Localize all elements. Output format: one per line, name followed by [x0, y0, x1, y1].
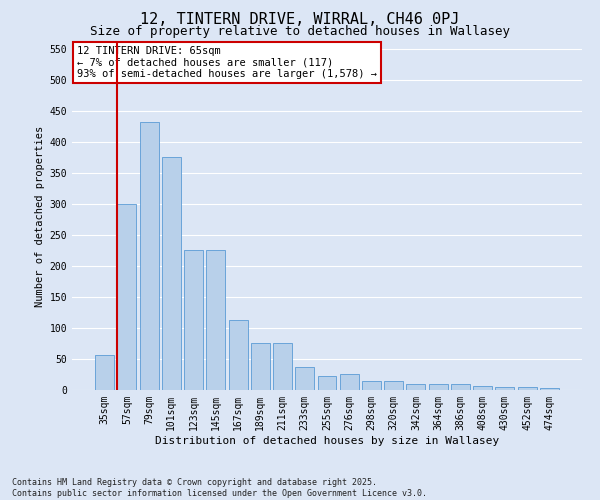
Text: 12 TINTERN DRIVE: 65sqm
← 7% of detached houses are smaller (117)
93% of semi-de: 12 TINTERN DRIVE: 65sqm ← 7% of detached…: [77, 46, 377, 79]
Bar: [118, 204, 136, 390]
Bar: [162, 158, 181, 390]
Bar: [384, 380, 403, 390]
Bar: [184, 250, 203, 390]
Bar: [273, 344, 292, 390]
Bar: [206, 250, 225, 390]
Bar: [340, 374, 359, 390]
X-axis label: Distribution of detached houses by size in Wallasey: Distribution of detached houses by size …: [155, 436, 499, 446]
Bar: [229, 320, 248, 390]
Bar: [406, 384, 425, 390]
Bar: [451, 384, 470, 390]
Text: 12, TINTERN DRIVE, WIRRAL, CH46 0PJ: 12, TINTERN DRIVE, WIRRAL, CH46 0PJ: [140, 12, 460, 28]
Bar: [362, 380, 381, 390]
Bar: [429, 384, 448, 390]
Text: Contains HM Land Registry data © Crown copyright and database right 2025.
Contai: Contains HM Land Registry data © Crown c…: [12, 478, 427, 498]
Bar: [496, 387, 514, 390]
Bar: [518, 387, 536, 390]
Bar: [317, 376, 337, 390]
Bar: [295, 367, 314, 390]
Bar: [540, 388, 559, 390]
Bar: [251, 344, 270, 390]
Bar: [473, 386, 492, 390]
Bar: [140, 122, 158, 390]
Y-axis label: Number of detached properties: Number of detached properties: [35, 126, 46, 307]
Text: Size of property relative to detached houses in Wallasey: Size of property relative to detached ho…: [90, 25, 510, 38]
Bar: [95, 354, 114, 390]
